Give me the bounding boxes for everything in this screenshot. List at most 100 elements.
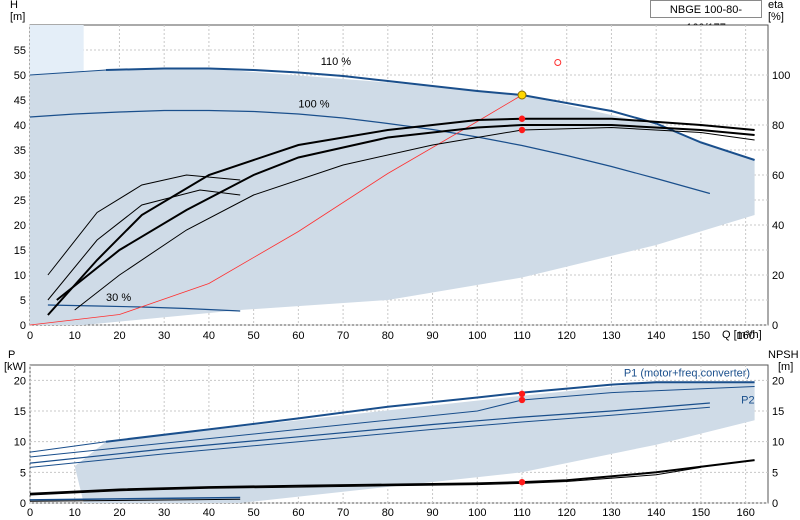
npsh-tick-label: 0 (772, 498, 778, 510)
y-tick-label: 40 (14, 120, 26, 132)
y-tick-label: 15 (14, 245, 26, 257)
x-tick-label: 60 (292, 507, 304, 519)
reference-marker (554, 59, 562, 66)
y-axis-unit-left-bottom: [kW] (4, 361, 26, 373)
y-tick-label: 25 (14, 195, 26, 207)
x-tick-label: 10 (69, 330, 81, 342)
npsh-tick-label: 5 (772, 467, 778, 479)
y-axis-unit-right-bottom: [m] (778, 361, 793, 373)
eta-curve-3 (47, 174, 241, 276)
annotation-100-percent: 100 % (298, 99, 329, 111)
x-tick-label: 30 (158, 330, 170, 342)
head-operating-range (30, 68, 755, 325)
power-point-1 (518, 396, 526, 404)
p-tick-label: 20 (14, 375, 26, 387)
x-tick-label: 30 (158, 507, 170, 519)
power-curve-8 (29, 498, 241, 502)
y-tick-label: 10 (14, 270, 26, 282)
power-curve-4 (29, 406, 710, 468)
head-curve-0 (105, 67, 755, 161)
x-tick-label: 130 (602, 507, 620, 519)
x-tick-label: 10 (69, 507, 81, 519)
x-tick-label: 0 (27, 330, 33, 342)
power-curve-7 (29, 496, 241, 501)
y-tick-label: 45 (14, 95, 26, 107)
eta-tick-label: 100 (772, 70, 790, 82)
head-curve-1 (29, 69, 107, 76)
x-tick-label: 20 (113, 330, 125, 342)
duty-point (517, 90, 527, 100)
eta-curve-0 (47, 117, 755, 316)
p-tick-label: 10 (14, 437, 26, 449)
x-tick-label: 160 (736, 330, 754, 342)
y-tick-label: 20 (14, 220, 26, 232)
p-tick-label: 0 (20, 498, 26, 510)
x-tick-label: 80 (382, 507, 394, 519)
power-curve-6 (29, 466, 701, 496)
x-tick-label: 110 (513, 507, 531, 519)
power-curve-5 (29, 459, 755, 495)
npsh-tick-label: 10 (772, 437, 784, 449)
label-p2: P2 (741, 395, 754, 407)
npsh-tick-label: 20 (772, 375, 784, 387)
x-tick-label: 70 (337, 330, 349, 342)
x-tick-label: 40 (203, 507, 215, 519)
x-tick-label: 100 (468, 330, 486, 342)
y-axis-label-left-top: H (10, 0, 18, 11)
x-tick-label: 160 (736, 507, 754, 519)
annotation-30-percent: 30 % (106, 292, 131, 304)
x-tick-label: 70 (337, 507, 349, 519)
x-tick-label: 100 (468, 507, 486, 519)
head-curve-4 (29, 94, 523, 326)
power-curve-2 (29, 386, 755, 458)
x-tick-label: 120 (558, 507, 576, 519)
x-tick-label: 140 (647, 507, 665, 519)
y-tick-label: 5 (20, 295, 26, 307)
y-tick-label: 50 (14, 70, 26, 82)
x-tick-label: 150 (692, 330, 710, 342)
x-tick-label: 130 (602, 330, 620, 342)
eta-tick-label: 80 (772, 120, 784, 132)
x-tick-label: 20 (113, 507, 125, 519)
y-axis-label-right-top: eta (768, 0, 784, 11)
x-tick-label: 50 (248, 330, 260, 342)
x-tick-label: 40 (203, 330, 215, 342)
power-point-0 (518, 390, 526, 398)
y-axis-label-left-bottom: P (8, 349, 15, 361)
x-tick-label: 60 (292, 330, 304, 342)
x-tick-label: 80 (382, 330, 394, 342)
eta-curve-4 (74, 126, 755, 311)
y-tick-label: 0 (20, 320, 26, 332)
x-tick-label: 120 (558, 330, 576, 342)
y-axis-label-right-bottom: NPSH (768, 349, 799, 361)
y-tick-label: 35 (14, 145, 26, 157)
y-axis-unit-right-top: [%] (768, 11, 784, 23)
x-tick-label: 140 (647, 330, 665, 342)
eta-curve-1 (56, 124, 755, 301)
x-tick-label: 150 (692, 507, 710, 519)
label-p1: P1 (motor+freq.converter) (624, 368, 750, 380)
eta-curve-2 (47, 189, 241, 301)
power-curve-0 (105, 381, 755, 443)
npsh-tick-label: 15 (772, 406, 784, 418)
power-curve-3 (29, 402, 710, 464)
p-tick-label: 15 (14, 406, 26, 418)
x-axis-label: Q [m³/h] (722, 329, 762, 341)
eta-point-1 (518, 126, 526, 134)
power-curve-1 (29, 441, 107, 453)
x-tick-label: 90 (426, 330, 438, 342)
y-tick-label: 30 (14, 170, 26, 182)
x-tick-label: 50 (248, 507, 260, 519)
annotation-110-percent: 110 % (321, 56, 352, 68)
y-axis-unit-left-top: [m] (10, 11, 25, 23)
head-efficiency-panel: 0 10 20 30 40 50 60 70 80 90 100 110 120 130 140 150 160… (14, 24, 790, 342)
eta-tick-label: 20 (772, 270, 784, 282)
power-npsh-panel: 0 10 20 30 40 50 60 70 80 90 100 110 120 130 140 150 160… (14, 364, 784, 519)
power-point-2 (518, 478, 526, 486)
x-tick-label: 90 (426, 507, 438, 519)
eta-tick-label: 0 (772, 320, 778, 332)
eta-point-0 (518, 115, 526, 122)
eta-tick-label: 60 (772, 170, 784, 182)
y-tick-label: 55 (14, 45, 26, 57)
